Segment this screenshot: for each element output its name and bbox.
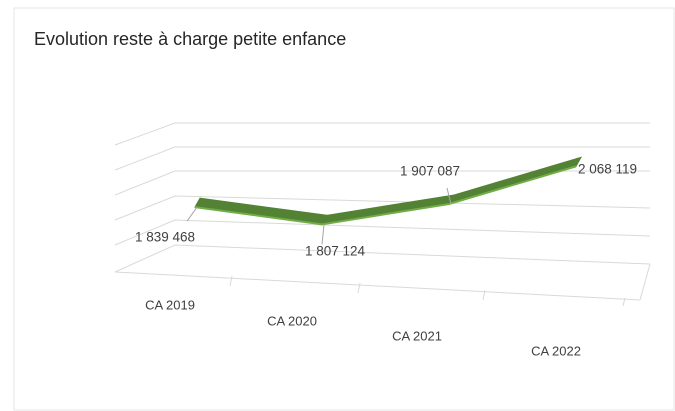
data-label: 1 907 087 bbox=[400, 164, 460, 179]
x-tick-label: CA 2021 bbox=[392, 328, 442, 343]
data-label: 1 807 124 bbox=[305, 244, 366, 259]
x-tick-label: CA 2022 bbox=[531, 343, 581, 358]
chart-title: Evolution reste à charge petite enfance bbox=[34, 29, 346, 49]
x-tick-label: CA 2020 bbox=[267, 313, 317, 328]
data-label: 1 839 468 bbox=[135, 230, 195, 245]
chart-frame bbox=[13, 7, 675, 411]
walls bbox=[114, 122, 651, 307]
leader-line bbox=[446, 187, 452, 205]
leader-line bbox=[186, 206, 198, 222]
x-tick-label: CA 2019 bbox=[145, 297, 195, 312]
data-label: 2 068 119 bbox=[578, 162, 637, 177]
ribbon-edge bbox=[194, 165, 577, 226]
leader-line bbox=[321, 224, 325, 245]
